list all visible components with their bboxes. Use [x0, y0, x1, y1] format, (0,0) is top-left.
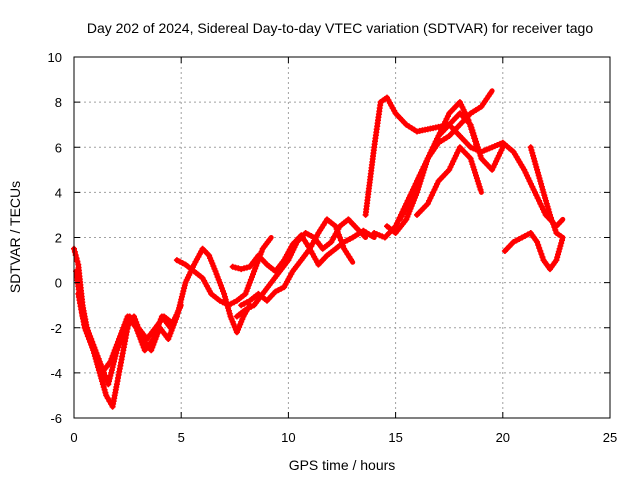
- series-line: [174, 235, 274, 308]
- x-tick-label: 5: [178, 430, 185, 445]
- x-tick-label: 20: [496, 430, 510, 445]
- y-axis-label: SDTVAR / TECUs: [7, 181, 23, 293]
- y-tick-label: 0: [55, 276, 62, 291]
- tick-layer: 0 5 10 15 20 25 -6 -4 -2 0 2 4 6 8 10: [48, 50, 618, 445]
- y-tick-label: -4: [50, 366, 62, 381]
- series-line: [384, 88, 495, 236]
- y-tick-label: 8: [55, 95, 62, 110]
- y-tick-label: 10: [48, 50, 62, 65]
- y-tick-label: 4: [55, 185, 62, 200]
- y-tick-label: 6: [55, 140, 62, 155]
- x-tick-label: 0: [70, 430, 77, 445]
- series-line: [234, 216, 369, 319]
- x-tick-label: 25: [603, 430, 617, 445]
- y-tick-label: -2: [50, 321, 62, 336]
- series-line: [73, 268, 180, 387]
- series-line: [174, 246, 253, 335]
- y-tick-label: -6: [50, 411, 62, 426]
- series-line: [528, 144, 566, 240]
- series-line: [502, 230, 566, 272]
- series-line: [363, 95, 495, 218]
- series-line: [397, 99, 480, 222]
- x-tick-label: 10: [281, 430, 295, 445]
- series-markers: [71, 90, 565, 410]
- series-line: [414, 144, 484, 218]
- y-tick-label: 2: [55, 231, 62, 246]
- x-axis-label: GPS time / hours: [289, 457, 396, 473]
- x-tick-label: 15: [388, 430, 402, 445]
- series-layer: [71, 88, 566, 410]
- chart-title: Day 202 of 2024, Sidereal Day-to-day VTE…: [87, 20, 594, 36]
- series-line: [75, 291, 182, 376]
